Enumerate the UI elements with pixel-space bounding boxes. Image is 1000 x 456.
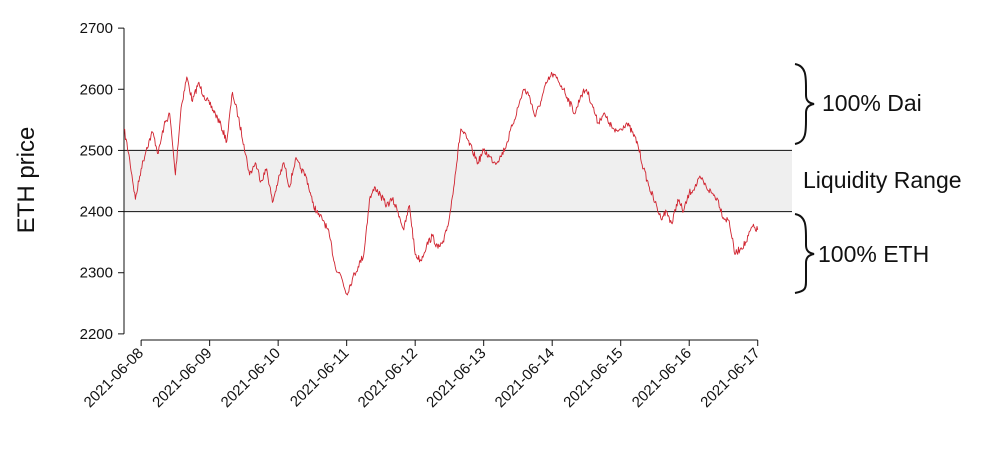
y-tick-label: 2300 bbox=[80, 265, 113, 282]
x-tick-label: 2021-06-14 bbox=[492, 345, 558, 411]
y-tick-label: 2200 bbox=[80, 326, 113, 343]
annotation-100-eth: 100% ETH bbox=[818, 241, 929, 267]
y-axis-ticks: 2200 2300 2400 2500 2600 2700 bbox=[80, 20, 124, 343]
y-tick-label: 2400 bbox=[80, 204, 113, 221]
x-tick-label: 2021-06-16 bbox=[629, 345, 695, 411]
y-tick-label: 2600 bbox=[80, 81, 113, 98]
x-tick-label: 2021-06-10 bbox=[218, 345, 284, 411]
lower-brace-icon bbox=[794, 213, 815, 294]
eth-price-series-line bbox=[123, 71, 759, 296]
liquidity-range-band bbox=[124, 150, 792, 212]
upper-brace-icon bbox=[794, 63, 815, 145]
x-tick-label: 2021-06-11 bbox=[287, 345, 352, 410]
annotation-liquidity-range: Liquidity Range bbox=[803, 167, 962, 193]
y-tick-label: 2500 bbox=[80, 142, 113, 159]
y-axis-title: ETH price bbox=[13, 127, 40, 234]
x-tick-label: 2021-06-15 bbox=[560, 345, 626, 411]
x-tick-label: 2021-06-13 bbox=[423, 345, 489, 411]
x-tick-label: 2021-06-12 bbox=[355, 345, 421, 411]
y-tick-label: 2700 bbox=[80, 20, 113, 37]
x-tick-label: 2021-06-09 bbox=[149, 345, 215, 411]
x-tick-label: 2021-06-17 bbox=[697, 345, 763, 411]
x-tick-label: 2021-06-08 bbox=[81, 345, 147, 411]
x-axis-ticks: 2021-06-08 2021-06-09 2021-06-10 2021-06-11… bbox=[81, 340, 764, 411]
annotation-100-dai: 100% Dai bbox=[822, 90, 922, 116]
